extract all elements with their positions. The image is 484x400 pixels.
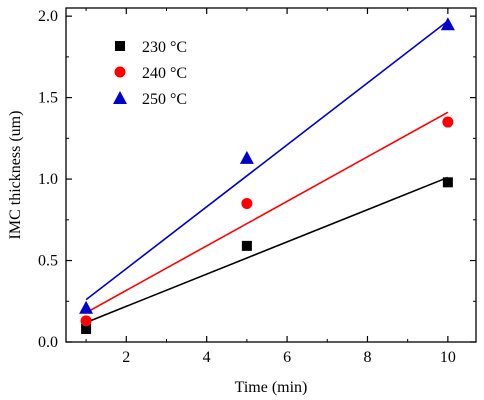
legend-label-3: 250 °C [142, 91, 187, 108]
y-tick-label: 1.5 [38, 90, 58, 107]
x-tick-label: 2 [122, 349, 130, 366]
x-tick-label: 6 [283, 349, 291, 366]
legend: 230 °C 240 °C 250 °C [113, 39, 187, 108]
plot-area [79, 17, 455, 334]
x-tick-label: 4 [203, 349, 211, 366]
x-axis-title: Time (min) [235, 379, 308, 396]
y-tick-label: 0.0 [38, 334, 58, 351]
legend-marker-1 [115, 41, 125, 51]
data-point-series-1 [241, 240, 252, 251]
fit-line-series-3 [85, 20, 449, 301]
data-point-series-2 [442, 116, 454, 128]
y-axis-title: IMC thickness (um) [7, 111, 24, 240]
y-tick-label: 0.5 [38, 253, 58, 270]
legend-marker-3 [113, 91, 127, 104]
legend-label-1: 230 °C [142, 39, 187, 56]
legend-marker-2 [114, 66, 126, 78]
y-tick-label: 1.0 [38, 171, 58, 188]
fit-line-series-2 [85, 111, 449, 314]
data-point-series-3 [440, 17, 455, 31]
legend-label-2: 240 °C [142, 65, 187, 82]
data-point-series-3 [239, 150, 254, 164]
data-point-series-2 [80, 315, 92, 327]
x-tick-label: 8 [363, 349, 371, 366]
plot-frame [65, 7, 477, 343]
data-point-series-1 [81, 323, 92, 334]
axes: 2 4 6 8 10 0.0 0.5 1.0 1.5 2.0 [38, 7, 477, 366]
y-tick-label: 2.0 [38, 8, 58, 25]
data-point-series-1 [442, 177, 453, 188]
data-point-series-3 [79, 300, 94, 314]
fit-line-series-1 [85, 176, 449, 324]
data-point-series-2 [241, 198, 253, 210]
x-tick-label: 10 [440, 349, 456, 366]
